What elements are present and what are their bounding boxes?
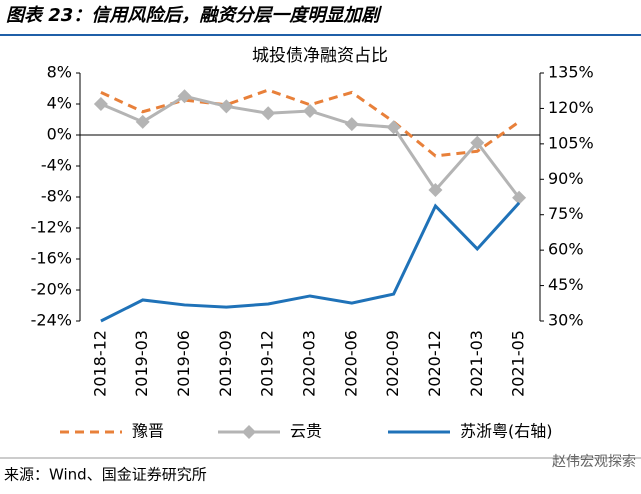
y-tick-label: -8% [41,187,72,206]
point-marker [512,190,527,205]
y-tick-label: -20% [31,280,72,299]
x-tick-label: 2021-05 [509,330,528,397]
point-marker [428,183,443,198]
point-marker [344,117,359,132]
y-tick-label: -12% [31,218,72,237]
x-tick-label: 2019-03 [132,330,151,397]
series-line [100,88,520,158]
x-tick-label: 2021-03 [467,330,486,397]
point-marker [303,103,317,118]
y2-tick-label: 105% [548,133,594,152]
legend-marker [242,425,256,439]
y2-tick-label: 60% [548,240,584,259]
series-line [100,201,521,323]
y2-tick-label: 75% [548,204,584,223]
legend-label: 苏浙粤(右轴) [460,422,553,441]
point-marker [219,99,234,114]
x-tick-label: 2020-12 [425,330,444,397]
x-tick-label: 2020-06 [341,330,360,397]
x-tick-label: 2019-06 [174,330,193,397]
legend-label: 云贵 [290,422,322,441]
point-marker [93,97,108,111]
chart-title: 城投债净融资占比 [252,46,388,66]
point-marker [261,106,276,121]
point-marker [470,135,485,150]
x-tick-label: 2018-12 [90,330,109,397]
x-tick-label: 2020-03 [300,330,319,397]
y-tick-label: -4% [41,156,72,175]
point-marker [177,89,192,104]
point-marker [135,114,150,129]
y-tick-label: 8% [47,63,72,82]
x-tick-label: 2019-12 [258,330,277,397]
y2-tick-label: 120% [548,98,594,117]
point-marker [386,120,401,135]
header-title: 图表 23：信用风险后，融资分层一度明显加剧 [6,5,382,26]
legend-label: 豫晋 [132,422,164,441]
x-tick-label: 2019-09 [216,330,235,397]
watermark: 赵伟宏观探索 [552,453,636,470]
x-tick-label: 2020-09 [383,330,402,397]
y-tick-label: 0% [47,125,72,144]
y-tick-label: -24% [31,311,72,330]
y-tick-label: -16% [31,249,72,268]
y2-tick-label: 45% [548,275,584,294]
footer-source: 来源：Wind、国金证券研究所 [4,466,207,484]
y2-tick-label: 135% [548,63,594,82]
y-tick-label: 4% [47,94,72,113]
y2-tick-label: 30% [548,311,584,330]
y2-tick-label: 90% [548,169,584,188]
